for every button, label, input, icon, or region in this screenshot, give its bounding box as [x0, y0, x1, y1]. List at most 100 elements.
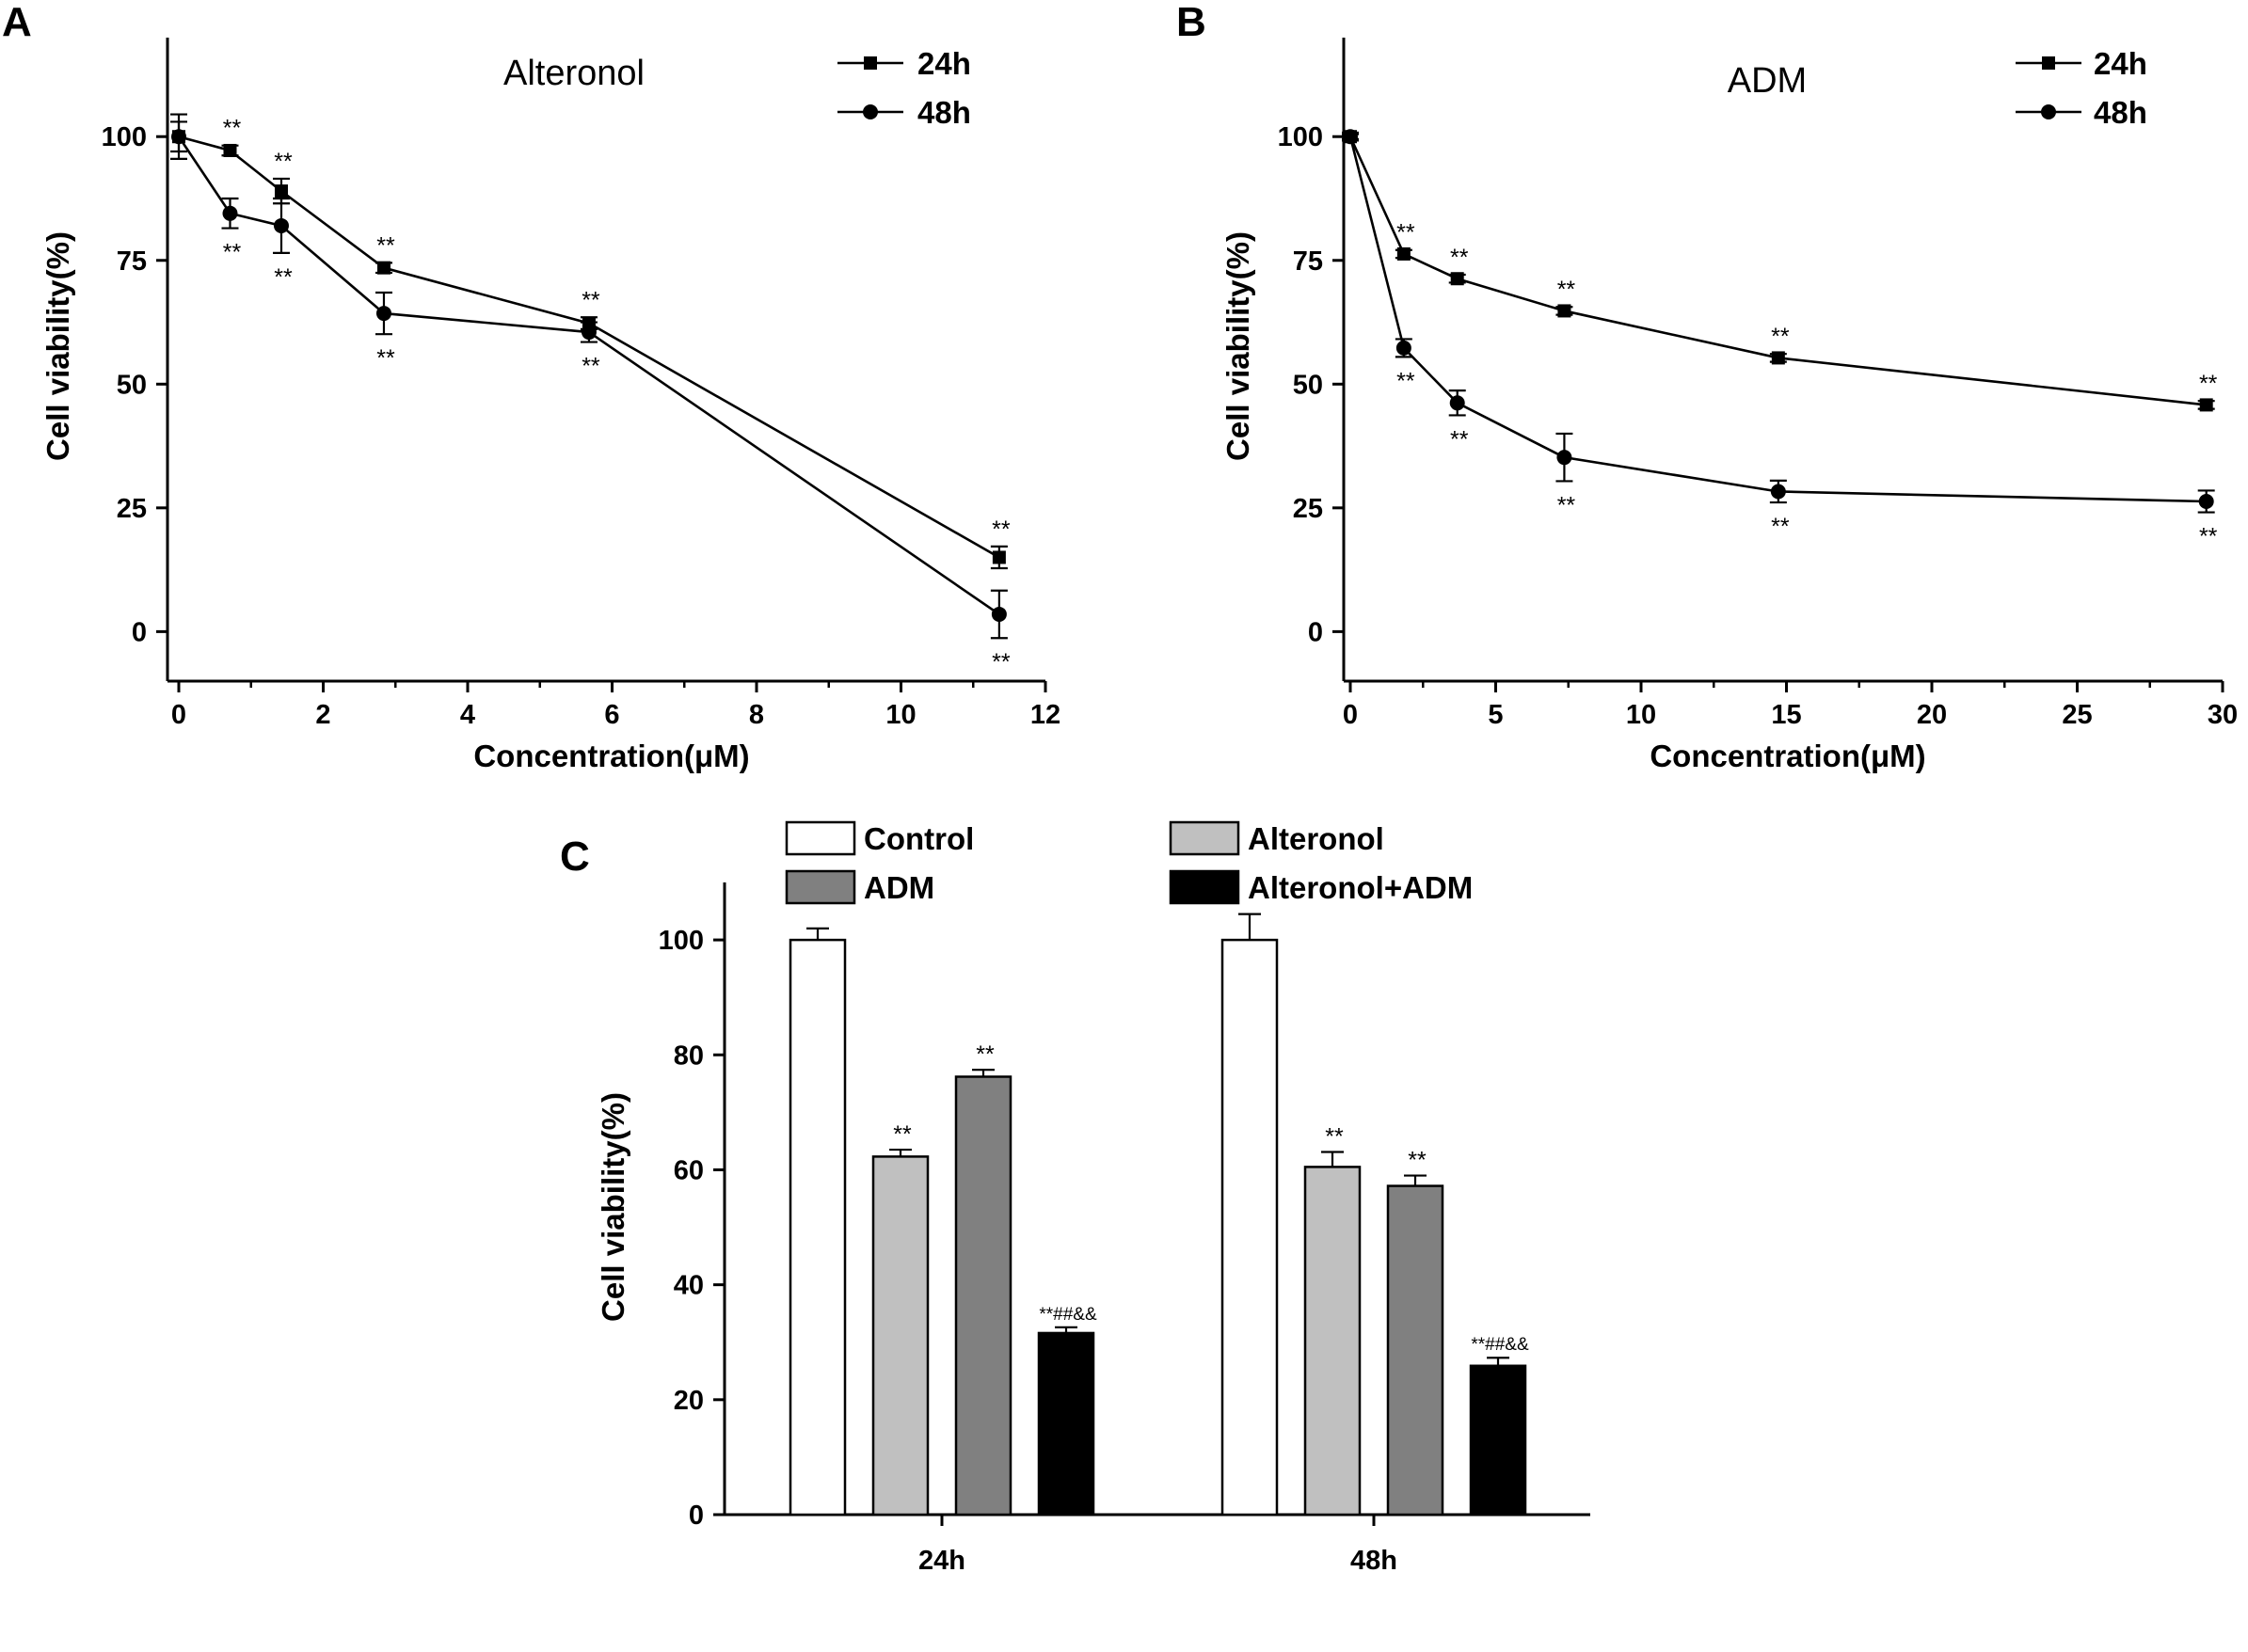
y-tick-label: 100: [1278, 122, 1323, 152]
point-48h: [1449, 395, 1465, 411]
point-48h: [1770, 484, 1786, 500]
legend-label-adm: ADM: [864, 870, 934, 905]
significance-label: **: [1771, 324, 1790, 350]
point-24h: [992, 550, 1006, 564]
bar-Alteronol+ADM-24h: [1037, 1331, 1095, 1517]
significance-label: **: [223, 240, 242, 266]
x-tick-label: 10: [885, 700, 916, 730]
point-48h: [1343, 129, 1358, 145]
panel-c-letter: C: [560, 834, 590, 880]
panel-a-legend-label-48h: 48h: [917, 95, 971, 130]
y-tick-label: 50: [1293, 370, 1323, 400]
bar-Control-48h: [1220, 938, 1279, 1517]
significance-label: **##&&: [1039, 1305, 1097, 1325]
x-tick-label: 15: [1771, 700, 1801, 730]
significance-label: **: [2199, 371, 2218, 397]
panel-a-legend-circle-marker: [863, 104, 878, 119]
panel-a-y-label: Cell viability(%): [40, 231, 75, 461]
bar-ADM-24h: [954, 1075, 1012, 1517]
panel-a-legend: 24h 48h: [837, 46, 971, 130]
series-line-48h: [177, 135, 1000, 616]
series-line-24h: [178, 135, 1000, 559]
point-48h: [222, 205, 238, 221]
panel-b-legend-label-24h: 24h: [2094, 46, 2147, 81]
panel-c-plot: ** ** **##&& ** ** **##&&: [789, 913, 1529, 1517]
legend-label-control: Control: [864, 821, 974, 856]
y-tick-label: 75: [1293, 246, 1323, 277]
y-tick-label: 100: [102, 122, 147, 152]
panel-a-x-ticks: 0 2 4 6 8 10 12: [171, 681, 1060, 730]
point-48h: [273, 217, 289, 233]
category-label-48h: 48h: [1350, 1546, 1397, 1576]
significance-label: **: [1325, 1124, 1344, 1151]
x-tick-label: 12: [1030, 700, 1060, 730]
series-line-24h: [1348, 135, 2207, 406]
legend-label-alteronol: Alteronol: [1248, 821, 1384, 856]
bar-Alteronol-24h: [871, 1155, 930, 1517]
significance-label: **: [274, 264, 293, 291]
series-line-48h: [1348, 135, 2207, 503]
bar-ADM-48h: [1386, 1184, 1444, 1517]
significance-label: **: [1450, 245, 1469, 271]
panel-c-x-categories: 24h 48h: [918, 1515, 1397, 1576]
panel-b-legend-circle-marker: [2041, 104, 2056, 119]
significance-label: **: [1557, 492, 1576, 518]
point-24h: [1450, 272, 1464, 286]
point-24h: [376, 261, 391, 275]
x-tick-label: 10: [1626, 700, 1656, 730]
significance-label: **: [1771, 514, 1790, 540]
x-tick-label: 30: [2208, 700, 2238, 730]
significance-label: **##&&: [1471, 1335, 1529, 1355]
y-tick-label: 25: [117, 494, 147, 524]
panel-b-legend: 24h 48h: [2016, 46, 2147, 130]
panel-a-x-label: Concentration(μM): [473, 739, 749, 773]
panel-b-legend-label-48h: 48h: [2094, 95, 2147, 130]
y-tick-label: 0: [132, 617, 147, 647]
y-tick-label: 25: [1293, 494, 1323, 524]
significance-label: **: [893, 1121, 912, 1148]
point-48h: [171, 129, 186, 145]
point-48h: [375, 306, 391, 322]
significance-label: **: [992, 516, 1011, 543]
bar-Control-24h: [789, 938, 847, 1517]
y-tick-label: 100: [659, 926, 704, 956]
significance-label: **: [1557, 277, 1576, 303]
panel-a-plot: ** ** ** ** ** ** ** ** ** **: [170, 113, 1011, 675]
significance-label: **: [992, 649, 1011, 675]
x-tick-label: 25: [2062, 700, 2092, 730]
point-24h: [1396, 246, 1411, 261]
x-tick-label: 2: [315, 700, 330, 730]
panel-b-title: ADM: [1728, 61, 1807, 101]
panel-a: A Alteronol 0 25 50 75 100 0 2 4 6 8 10 12 Cell vi…: [2, 0, 1060, 773]
panel-a-y-ticks: 0 25 50 75 100: [102, 122, 167, 647]
x-tick-label: 8: [749, 700, 764, 730]
point-48h: [991, 606, 1007, 622]
y-tick-label: 75: [117, 246, 147, 277]
y-tick-label: 20: [674, 1386, 704, 1416]
panel-a-letter: A: [2, 0, 32, 45]
legend-swatch-adm: [785, 869, 856, 905]
panel-a-legend-square-marker: [864, 56, 877, 70]
legend-swatch-control: [785, 820, 856, 856]
panel-c-y-label: Cell viability(%): [596, 1092, 630, 1322]
y-tick-label: 60: [674, 1155, 704, 1185]
y-tick-label: 0: [1308, 617, 1323, 647]
x-tick-label: 0: [171, 700, 186, 730]
y-tick-label: 80: [674, 1040, 704, 1071]
legend-swatch-alteronol-adm: [1169, 869, 1240, 905]
significance-label: **: [976, 1041, 995, 1068]
panel-a-legend-label-24h: 24h: [917, 46, 971, 81]
panel-b-x-ticks: 0 5 10 15 20 25 30: [1343, 681, 2238, 730]
panel-b: B ADM 0 25 50 75 100 0 5 10 15 20 25 30 Cell viabi…: [1176, 0, 2238, 773]
x-tick-label: 20: [1917, 700, 1947, 730]
significance-label: **: [1408, 1148, 1427, 1174]
significance-label: **: [2199, 524, 2218, 550]
x-tick-label: 0: [1343, 700, 1358, 730]
y-tick-label: 0: [689, 1501, 704, 1531]
point-48h: [1395, 340, 1411, 356]
significance-label: **: [274, 149, 293, 175]
panel-b-y-ticks: 0 25 50 75 100: [1278, 122, 1344, 647]
bar-Alteronol+ADM-48h: [1469, 1364, 1527, 1517]
